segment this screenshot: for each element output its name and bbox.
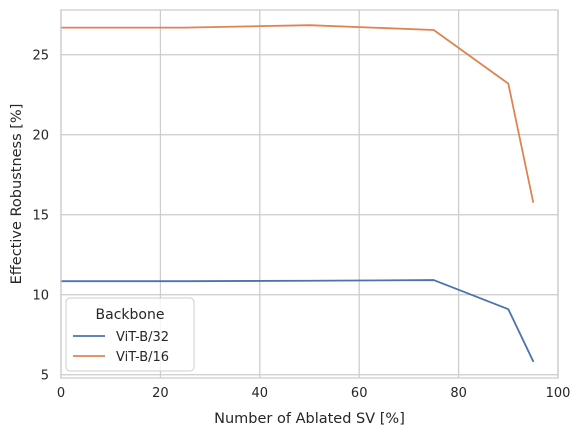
y-tick-label: 10 [32,288,49,303]
legend-box [65,297,195,372]
x-tick-label: 20 [152,386,169,401]
x-tick-label: 40 [252,386,269,401]
series-line-vit-b-16 [60,24,535,203]
y-tick-label: 25 [32,48,49,63]
legend-title: Backbone [96,307,165,323]
x-tick-labels: 0 20 40 60 80 100 [57,386,571,401]
y-tick-label: 15 [32,208,49,223]
series-line-vit-b-32 [60,279,535,363]
y-axis-label: Effective Robustness [%] [9,104,25,285]
y-tick-labels: 5 10 15 20 25 [32,48,49,383]
x-tick-label: 0 [57,386,65,401]
x-tick-label: 100 [546,386,571,401]
x-tick-label: 60 [351,386,368,401]
y-tick-label: 5 [41,368,49,383]
legend-label-vit-b32: ViT-B/32 [116,330,169,345]
grid-lines [60,10,559,378]
plot-frame [60,9,559,379]
x-axis-label: Number of Ablated SV [%] [214,411,405,427]
legend-label-vit-b16: ViT-B/16 [116,350,169,365]
x-tick-label: 80 [450,386,467,401]
series-lines [60,24,535,363]
y-tick-label: 20 [32,128,49,143]
legend: Backbone ViT-B/32 ViT-B/16 [65,297,195,372]
